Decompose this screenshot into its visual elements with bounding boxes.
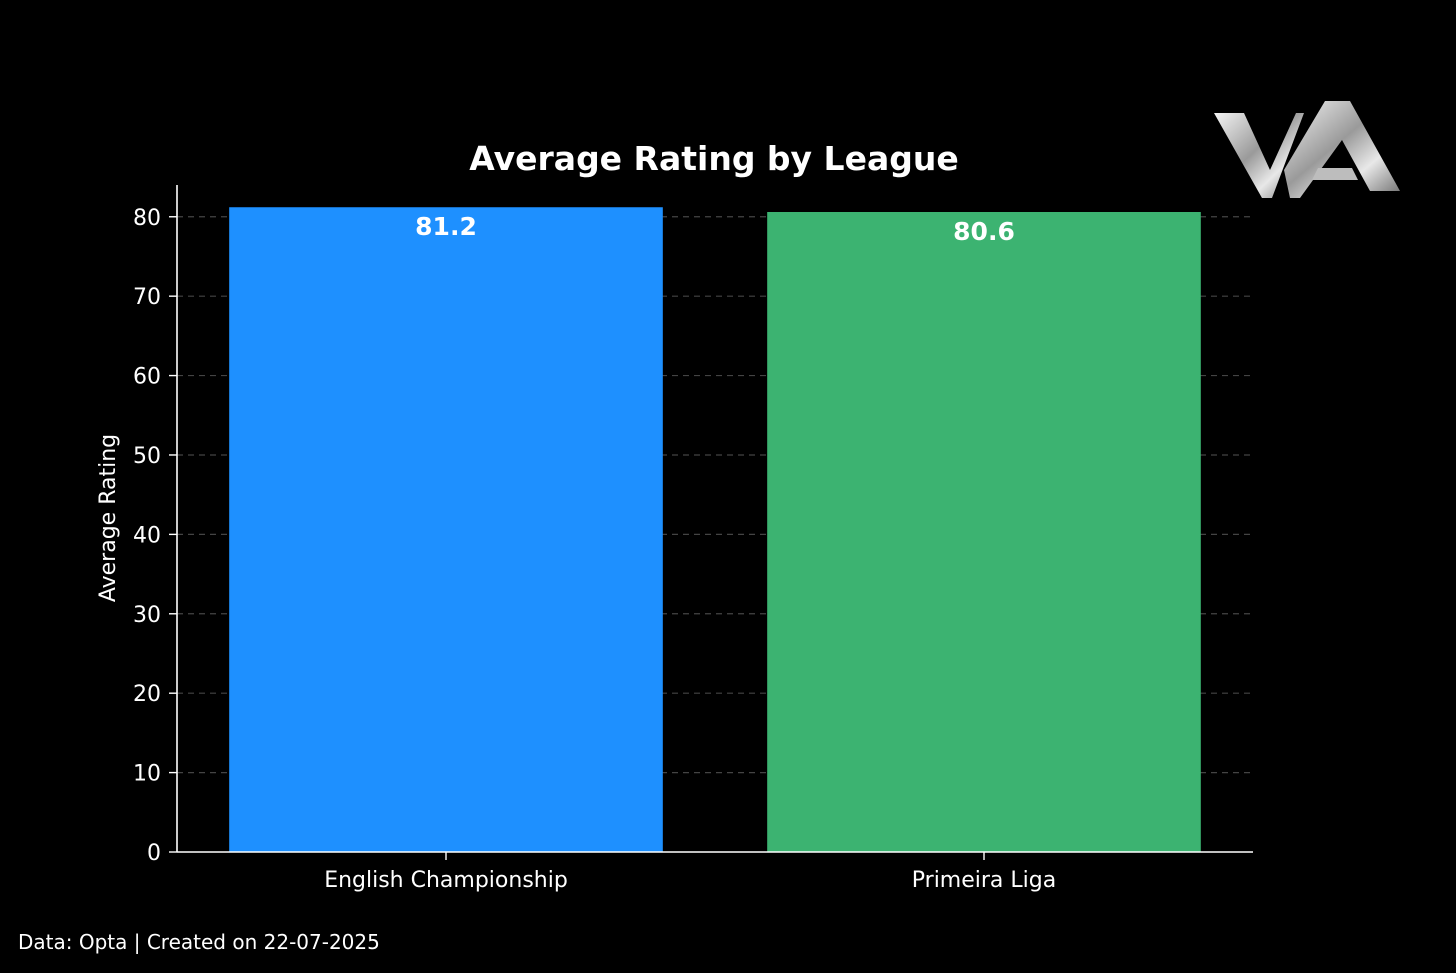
ticks: 0 10 20 30 40 50 60 70 80 English Championship Pri…	[133, 206, 1056, 893]
x-tick-label: Primeira Liga	[912, 868, 1056, 893]
y-tick-label: 70	[133, 285, 161, 310]
y-tick-label: 10	[133, 762, 161, 787]
y-tick-label: 80	[133, 206, 161, 231]
bar	[767, 211, 1201, 852]
y-tick-label: 40	[133, 523, 161, 548]
y-tick-label: 0	[147, 841, 161, 866]
bar	[229, 207, 663, 852]
y-tick-label: 50	[133, 444, 161, 469]
bar-value-label: 81.2	[415, 212, 477, 241]
data-labels: 81.2 80.6	[415, 212, 1015, 246]
bars	[229, 207, 1201, 852]
x-tick-label: English Championship	[324, 868, 568, 893]
wa-logo	[1214, 101, 1400, 198]
y-axis-label: Average Rating	[96, 434, 121, 602]
data-source-credit: Data: Opta | Created on 22-07-2025	[18, 930, 380, 954]
y-tick-label: 30	[133, 603, 161, 628]
y-tick-label: 60	[133, 365, 161, 390]
y-tick-label: 20	[133, 682, 161, 707]
bar-value-label: 80.6	[953, 217, 1015, 246]
chart-title: Average Rating by League	[469, 139, 958, 178]
